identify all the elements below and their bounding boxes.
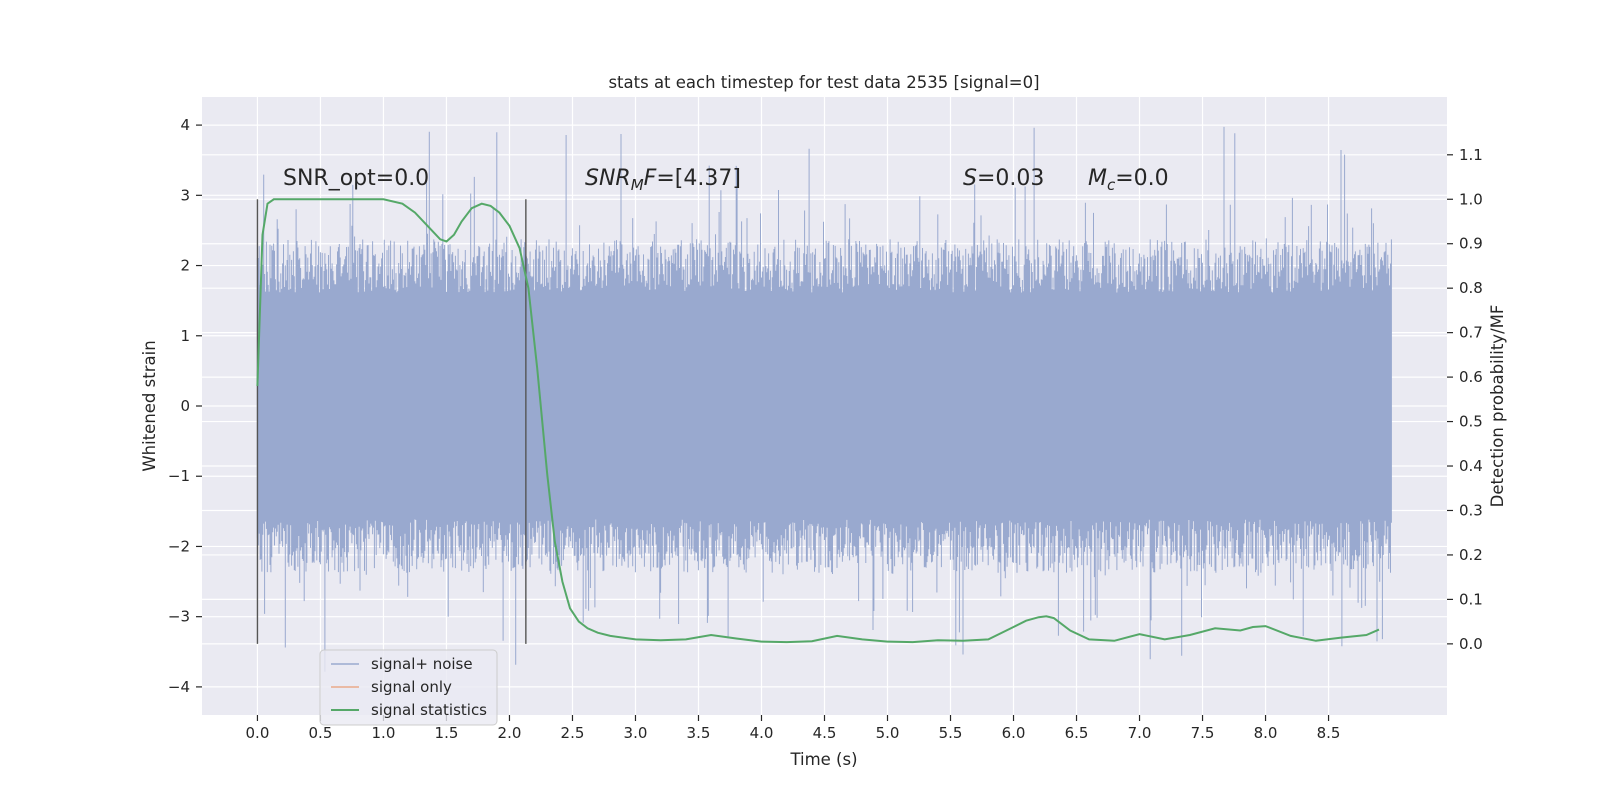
legend-label-signal-statistics: signal statistics	[371, 701, 487, 719]
x-axis-ticks: 0.0 0.5 1.0 1.5 2.0 2.5 3.0 3.5 4.0 4.5 5.0 5.5 6.0 6…	[246, 715, 1341, 742]
y2-tick-label: 0.6	[1459, 368, 1483, 386]
mc-annotation: Mc=0.0	[1088, 166, 1169, 194]
y2-tick-label: 0.8	[1459, 279, 1483, 297]
y2-tick-label: 0.4	[1459, 457, 1483, 475]
y-tick-label: 3	[180, 186, 190, 204]
signal-noise-series	[256, 126, 1392, 672]
signal-statistics-line	[256, 198, 1380, 644]
s-value: =0.03	[977, 166, 1044, 191]
y2-tick-label: 0.5	[1459, 413, 1483, 431]
x-axis-label: Time (s)	[789, 750, 857, 769]
y-tick-label: −3	[168, 608, 190, 626]
y-tick-label: 2	[180, 257, 190, 275]
snr-mf-annotation: SNRMF=[4.37]	[585, 166, 741, 194]
x-tick-label: 6.0	[1002, 724, 1026, 742]
x-tick-label: 0.0	[246, 724, 270, 742]
x-tick-label: 7.5	[1191, 724, 1215, 742]
snr-mf-value: =[4.37]	[656, 166, 741, 191]
mc-symbol: M	[1088, 166, 1107, 191]
x-tick-label: 2.0	[498, 724, 522, 742]
y2-tick-label: 0.3	[1459, 501, 1483, 519]
y2-tick-label: 0.2	[1459, 546, 1483, 564]
y2-axis-label: Detection probability/MF	[1488, 305, 1507, 508]
y-tick-label: −1	[168, 467, 190, 485]
x-tick-label: 3.0	[624, 724, 648, 742]
x-tick-label: 4.5	[813, 724, 837, 742]
snr-mf-subscript: M	[631, 176, 644, 194]
mc-subscript: c	[1107, 176, 1116, 194]
y-tick-label: 0	[180, 397, 190, 415]
x-tick-label: 0.5	[309, 724, 333, 742]
x-tick-label: 5.5	[939, 724, 963, 742]
y-axis-ticks: 4 3 2 1 0 −1 −2 −3 −4	[168, 116, 202, 696]
x-tick-label: 1.5	[435, 724, 459, 742]
x-tick-label: 6.5	[1065, 724, 1089, 742]
y-tick-label: 1	[180, 327, 190, 345]
x-tick-label: 8.0	[1254, 724, 1278, 742]
x-tick-label: 1.0	[372, 724, 396, 742]
x-tick-label: 5.0	[876, 724, 900, 742]
x-tick-label: 8.5	[1317, 724, 1341, 742]
x-tick-label: 7.0	[1128, 724, 1152, 742]
legend-box	[319, 649, 498, 726]
y-tick-label: −4	[168, 678, 190, 696]
s-symbol: S	[963, 166, 977, 191]
chart-title: stats at each timestep for test data 253…	[608, 73, 1039, 92]
y2-tick-label: 0.0	[1459, 635, 1483, 653]
y2-axis-ticks: 1.1 1.0 0.9 0.8 0.7 0.6 0.5 0.4 0.3 0.2 0.1 0.0	[1447, 146, 1483, 653]
snr-opt-annotation: SNR_opt=0.0	[283, 166, 429, 191]
legend-label-signal-noise: signal+ noise	[371, 655, 473, 673]
y2-tick-label: 1.0	[1459, 190, 1483, 208]
legend-label-signal-only: signal only	[371, 678, 452, 696]
y-tick-label: 4	[180, 116, 190, 134]
legend: signal+ noise signal only signal statist…	[319, 649, 498, 726]
snr-mf-symbol: SNR	[585, 166, 631, 191]
x-tick-label: 3.5	[687, 724, 711, 742]
y-tick-label: −2	[168, 537, 190, 555]
y2-tick-label: 0.1	[1459, 590, 1483, 608]
x-tick-label: 4.0	[750, 724, 774, 742]
y-axis-label: Whitened strain	[140, 340, 159, 471]
y2-tick-label: 0.7	[1459, 324, 1483, 342]
mc-value: =0.0	[1115, 166, 1168, 191]
y2-tick-label: 1.1	[1459, 146, 1483, 164]
x-tick-label: 2.5	[561, 724, 585, 742]
snr-mf-symbol-2: F	[644, 166, 657, 191]
y2-tick-label: 0.9	[1459, 235, 1483, 253]
s-annotation: S=0.03	[963, 166, 1044, 191]
